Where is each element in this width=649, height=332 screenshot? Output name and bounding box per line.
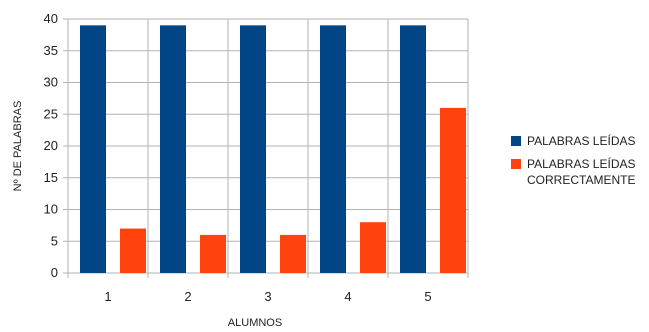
y-tick-label-5: 5 [51, 233, 58, 248]
legend-label-palabras-correctas: PALABRAS LEÍDAS CORRECTAMENTE [527, 157, 636, 187]
legend-swatch-palabras-leidas [511, 136, 521, 146]
bar-series2-alumno-1 [120, 228, 146, 273]
bars [80, 25, 466, 274]
y-tick-label-30: 30 [44, 75, 58, 90]
legend: PALABRAS LEÍDAS PALABRAS LEÍDAS CORRECTA… [511, 133, 636, 195]
y-axis-title: Nº DE PALABRAS [12, 101, 24, 192]
x-tick-label-1: 1 [104, 289, 111, 304]
legend-swatch-palabras-correctas [511, 159, 521, 169]
y-tick-label-10: 10 [44, 202, 58, 217]
x-axis-title: ALUMNOS [228, 317, 282, 329]
bar-series1-alumno-4 [320, 25, 346, 273]
bar-series2-alumno-2 [200, 234, 226, 273]
x-tick-labels: 1 2 3 4 5 [104, 289, 431, 304]
axes [63, 18, 469, 278]
gridlines [67, 18, 469, 274]
x-tick-label-3: 3 [264, 289, 271, 304]
y-tick-label-35: 35 [44, 43, 58, 58]
bar-series2-alumno-4 [360, 222, 386, 273]
y-tick-label-0: 0 [51, 265, 58, 280]
legend-label-palabras-leidas: PALABRAS LEÍDAS [527, 134, 636, 148]
legend-item-palabras-leidas: PALABRAS LEÍDAS [511, 133, 636, 149]
y-tick-label-25: 25 [44, 106, 58, 121]
bar-series2-alumno-3 [280, 234, 306, 273]
legend-item-palabras-correctas: PALABRAS LEÍDAS CORRECTAMENTE [511, 156, 636, 188]
bar-series1-alumno-2 [160, 25, 186, 273]
y-tick-label-20: 20 [44, 138, 58, 153]
bar-series2-alumno-5 [440, 107, 466, 274]
x-tick-label-5: 5 [424, 289, 431, 304]
y-tick-labels: 0 5 10 15 20 25 30 35 40 [44, 11, 58, 280]
bar-series1-alumno-5 [400, 25, 426, 273]
x-tick-label-4: 4 [344, 289, 351, 304]
y-tick-label-40: 40 [44, 11, 58, 26]
x-tick-label-2: 2 [184, 289, 191, 304]
bar-series1-alumno-1 [80, 25, 106, 273]
bar-series1-alumno-3 [240, 25, 266, 273]
y-tick-label-15: 15 [44, 170, 58, 185]
